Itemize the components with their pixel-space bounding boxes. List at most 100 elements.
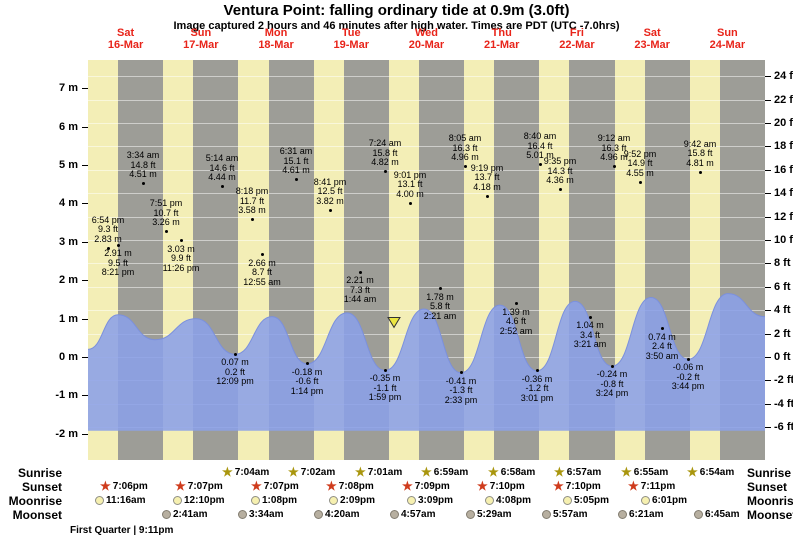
date-label-date: 22-Mar (559, 39, 595, 51)
date-label-date: 20-Mar (408, 39, 445, 51)
tide-annotation-line: 9:19 pm (470, 162, 504, 173)
tide-annotation: 6:54 pm 9.3 ft 2.83 m (66, 214, 150, 245)
sunset-star-icon: ★ (326, 479, 337, 493)
y-axis-label-right: 18 ft (774, 140, 793, 153)
tide-annotation-line: 2:52 am (499, 325, 533, 336)
tide-extreme-dot (638, 180, 642, 184)
astro-entry-sunset: ★ 7:10pm (477, 480, 525, 492)
moonset-time: 3:34am (249, 508, 284, 520)
tide-annotation-line: 0.07 m (221, 357, 249, 368)
tide-annotation-line: -1.1 ft (373, 382, 397, 393)
tide-annotation: -0.35 m -1.1 ft 1:59 pm (343, 374, 427, 403)
axis-tick-right (765, 122, 771, 124)
y-axis-label-left: -1 m (55, 389, 78, 402)
tide-area (88, 293, 765, 431)
sunrise-star-icon: ★ (687, 465, 698, 479)
tide-annotation: 3.03 m 9.9 ft 11:26 pm (139, 244, 223, 274)
tide-annotation-line: 16.3 ft (452, 142, 478, 153)
sunrise-time: 6:59am (433, 466, 469, 478)
gridline (88, 99, 765, 101)
row-label-left-moonrise: Moonrise (8, 494, 62, 508)
date-label-dow: Sun (190, 27, 212, 39)
tide-annotation-line: 15.8 ft (372, 147, 398, 158)
tide-annotation-line: 13.7 ft (474, 172, 500, 183)
tide-annotation-line: 7:51 pm (149, 198, 183, 209)
tide-annotation-line: 8:05 am (448, 133, 482, 144)
axis-tick-right (765, 380, 771, 382)
axis-tick-right (765, 286, 771, 288)
axis-tick-left (82, 88, 88, 90)
tide-annotation: 6:31 am 15.1 ft 4.61 m (254, 147, 338, 176)
astro-entry-sunrise: ★ 6:59am (421, 466, 468, 478)
tide-annotation-line: 14.9 ft (627, 158, 653, 169)
y-axis-label-right: -6 ft (774, 421, 793, 434)
tide-annotation: 0.74 m 2.4 ft 3:50 am (620, 332, 704, 362)
tide-annotation-line: 4.96 m (451, 152, 479, 163)
moonrise-circle-icon (485, 495, 494, 505)
tide-extreme-dot (260, 253, 264, 257)
moon-phase-note: First Quarter | 9:11pm (70, 525, 174, 536)
sunrise-time: 6:58am (500, 466, 536, 478)
tide-annotation-line: 8:21 pm (101, 267, 135, 278)
tide-curve-edge (87, 293, 766, 374)
date-label: Tue 19-Mar (314, 27, 389, 51)
axis-tick-right (765, 427, 771, 429)
tide-extreme-dot (305, 362, 309, 366)
y-axis-label-left: 7 m (59, 82, 78, 95)
row-label-left-sunset: Sunset (21, 480, 62, 494)
tide-annotation-line: 4.18 m (473, 181, 501, 192)
y-axis-label-left: 4 m (59, 197, 78, 210)
tide-annotation-line: 3:24 pm (595, 388, 629, 399)
tide-annotation-line: 2.91 m (104, 248, 132, 259)
tide-extreme-dot (116, 243, 120, 247)
y-axis-label-right: 24 ft (774, 70, 793, 83)
axis-tick-right (765, 99, 771, 101)
axis-tick-right (765, 193, 771, 195)
tide-annotation: 2.21 m 7.3 ft 1:44 am (318, 276, 402, 305)
tide-annotation: 1.04 m 3.4 ft 3:21 am (548, 321, 632, 350)
axis-tick-right (765, 310, 771, 312)
astro-entry-moonset: 4:20am (314, 508, 359, 520)
sunset-star-icon: ★ (402, 479, 413, 493)
axis-tick-right (765, 333, 771, 335)
axis-tick-left (82, 395, 88, 397)
moonset-circle-icon (542, 509, 551, 519)
astro-entry-sunrise: ★ 7:01am (355, 466, 402, 478)
tide-extreme-dot (250, 218, 254, 222)
moonrise-time: 3:09pm (418, 494, 454, 506)
tide-annotation-line: 2.83 m (94, 233, 122, 244)
astro-entry-sunset: ★ 7:08pm (326, 480, 374, 492)
astro-entry-moonrise: 12:10pm (173, 494, 225, 506)
tide-extreme-dot (535, 369, 539, 373)
axis-tick-right (765, 357, 771, 358)
date-label-date: 18-Mar (258, 39, 294, 51)
sunset-time: 7:10pm (489, 480, 525, 492)
chart-title: Ventura Point: falling ordinary tide at … (223, 2, 570, 19)
tide-annotation: 3:34 am 14.8 ft 4.51 m (101, 151, 185, 180)
tide-annotation-line: 12:09 pm (216, 376, 254, 387)
tide-annotation: 9:52 pm 14.9 ft 4.55 m (598, 148, 682, 179)
moonset-time: 4:57am (401, 508, 436, 520)
axis-tick-left (82, 241, 88, 243)
tide-annotation-line: 12.5 ft (317, 186, 343, 197)
tide-annotation-line: 8.7 ft (251, 267, 272, 278)
tide-annotation: 9:35 pm 14.3 ft 4.36 m (518, 157, 602, 186)
astro-entry-moonset: 6:21am (618, 508, 663, 520)
gridline (88, 169, 765, 171)
sunrise-star-icon: ★ (222, 465, 233, 479)
moonrise-time: 12:10pm (184, 494, 225, 506)
tide-annotation-line: -0.6 ft (295, 376, 319, 387)
tide-annotation-line: 4.96 m (600, 152, 628, 163)
tide-annotation-line: 1:44 am (343, 294, 377, 305)
tide-annotation-line: -0.18 m (291, 366, 323, 377)
moonrise-circle-icon (563, 495, 572, 505)
tide-annotation-line: 14.3 ft (547, 165, 573, 176)
axis-tick-right (765, 76, 771, 78)
tide-annotation-line: 6:54 pm (91, 214, 125, 225)
tide-extreme-dot (686, 357, 690, 361)
tide-annotation-line: 9:52 pm (623, 148, 657, 159)
astro-entry-sunrise: ★ 7:02am (288, 466, 335, 478)
tide-annotation-line: -0.35 m (369, 373, 401, 384)
tide-annotation-line: 9.9 ft (170, 253, 191, 264)
